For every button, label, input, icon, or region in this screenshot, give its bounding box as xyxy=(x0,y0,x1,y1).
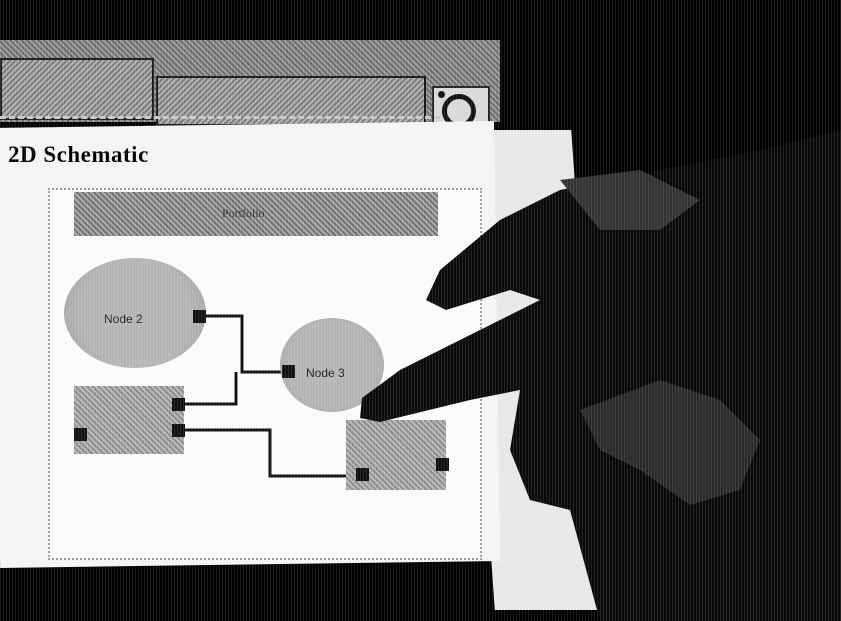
photo-scene: 2D Schematic Portfolio Node 2 Node 3 xyxy=(0,0,841,621)
hand-photo xyxy=(0,0,841,621)
